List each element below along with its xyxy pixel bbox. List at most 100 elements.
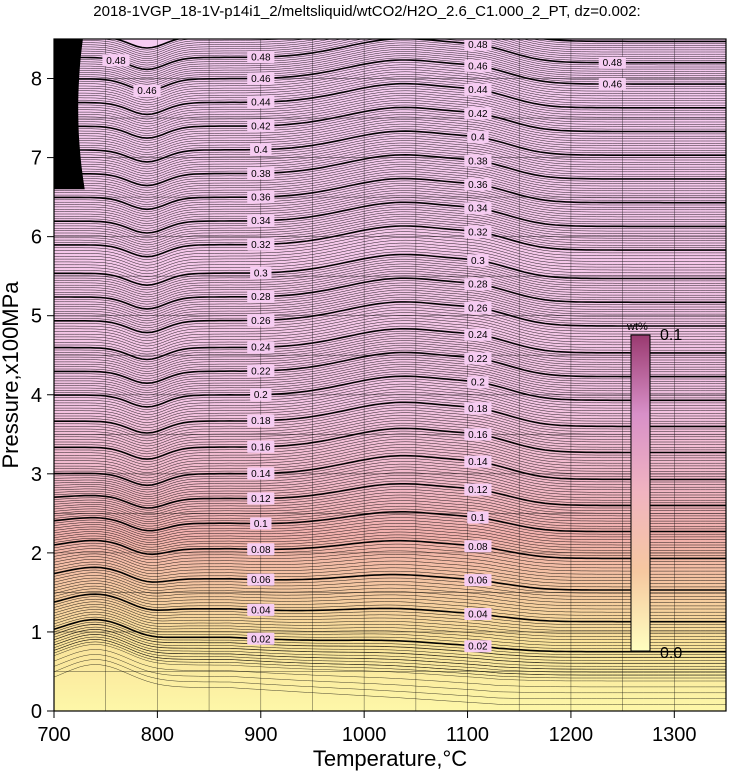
major-contour-line bbox=[54, 82, 726, 116]
minor-contour-line bbox=[54, 128, 726, 160]
minor-contour-line bbox=[54, 486, 726, 511]
minor-contour-line bbox=[54, 280, 726, 312]
minor-contour-line bbox=[54, 391, 726, 423]
x-tick-label: 700 bbox=[37, 724, 70, 746]
minor-contour-line bbox=[54, 537, 726, 556]
minor-contour-line bbox=[54, 282, 726, 314]
contour-label-bg bbox=[467, 254, 489, 267]
contour-label: 0.08 bbox=[468, 542, 488, 553]
minor-contour-line bbox=[54, 489, 726, 513]
contour-label-bg bbox=[247, 167, 275, 180]
minor-contour-line bbox=[54, 422, 726, 455]
minor-contour-line bbox=[54, 609, 726, 640]
minor-contour-line bbox=[54, 309, 726, 341]
contour-label-bg bbox=[247, 573, 275, 586]
minor-contour-line bbox=[54, 425, 726, 457]
minor-contour-line bbox=[54, 223, 726, 255]
contour-label-bg bbox=[467, 131, 489, 144]
contour-label-bg bbox=[247, 543, 275, 556]
plot-area: 0.02 0.02 0.04 0.04 0.06 0.06 0.08 0.08 0.1 0.1 0.… bbox=[53, 38, 727, 712]
minor-contour-line bbox=[54, 213, 726, 246]
y-tick-label: 4 bbox=[31, 385, 42, 407]
minor-contour-line bbox=[54, 389, 726, 421]
minor-contour-line bbox=[54, 173, 726, 205]
minor-contour-line bbox=[54, 251, 726, 283]
minor-contour-line bbox=[54, 39, 726, 64]
minor-contour-line bbox=[54, 383, 726, 416]
minor-contour-line bbox=[54, 378, 726, 410]
minor-contour-line bbox=[54, 323, 726, 355]
contour-label-bg bbox=[464, 178, 492, 191]
x-tick-label: 1300 bbox=[652, 724, 697, 746]
minor-contour-line bbox=[54, 531, 726, 551]
minor-contour-line bbox=[54, 175, 726, 208]
contour-label-bg bbox=[464, 540, 492, 553]
contour-label-bg bbox=[250, 266, 272, 279]
contour-label-bg bbox=[464, 202, 492, 215]
major-contour-line bbox=[54, 511, 726, 533]
minor-contour-line bbox=[54, 100, 726, 132]
minor-contour-line bbox=[54, 641, 726, 679]
minor-contour-line bbox=[54, 604, 726, 634]
minor-contours bbox=[54, 39, 726, 705]
minor-contour-line bbox=[54, 49, 726, 81]
contour-label-bg bbox=[247, 364, 275, 377]
contour-label: 0.16 bbox=[468, 430, 488, 441]
contour-label: 0.28 bbox=[251, 292, 271, 303]
major-contour-line bbox=[54, 427, 726, 460]
contour-label-bg bbox=[247, 314, 275, 327]
contour-label-bg bbox=[467, 511, 489, 524]
major-contour-line bbox=[54, 130, 726, 163]
contour-label: 0.42 bbox=[251, 121, 271, 132]
minor-contour-line bbox=[54, 399, 726, 431]
minor-contour-line bbox=[54, 664, 726, 705]
minor-contour-line bbox=[54, 553, 726, 575]
contour-label: 0.46 bbox=[603, 80, 623, 91]
contour-label-bg bbox=[247, 191, 275, 203]
major-contour-line bbox=[54, 483, 726, 509]
minor-contour-line bbox=[99, 39, 726, 51]
contour-label-bg bbox=[250, 517, 272, 530]
major-contour-line bbox=[54, 253, 726, 287]
contour-label: 0.34 bbox=[251, 216, 271, 227]
minor-contour-line bbox=[54, 206, 726, 239]
minor-contour-line bbox=[54, 415, 726, 447]
major-contour-line bbox=[54, 566, 726, 591]
minor-contour-line bbox=[54, 407, 726, 439]
minor-contour-line bbox=[54, 287, 726, 319]
minor-contour-line bbox=[54, 636, 726, 673]
x-tick-label: 1200 bbox=[549, 724, 594, 746]
contour-label: 0.48 bbox=[251, 53, 271, 64]
contour-label-bg bbox=[464, 640, 492, 653]
major-contour-line bbox=[54, 201, 726, 234]
minor-contour-line bbox=[54, 644, 726, 682]
minor-contour-line bbox=[54, 66, 726, 99]
y-axis-title: Pressure,x100MPa bbox=[0, 281, 23, 469]
minor-contour-line bbox=[54, 152, 726, 184]
contour-label: 0.22 bbox=[251, 366, 271, 377]
minor-contour-line bbox=[54, 216, 726, 248]
contour-label: 0.18 bbox=[251, 416, 271, 427]
minor-contour-line bbox=[54, 231, 726, 263]
contour-label: 0.14 bbox=[251, 469, 271, 480]
y-tick-label: 7 bbox=[31, 148, 42, 170]
minor-contour-line bbox=[54, 480, 726, 506]
contour-label-bg bbox=[247, 414, 275, 427]
contour-label: 0.46 bbox=[137, 86, 157, 97]
contour-label: 0.38 bbox=[468, 156, 488, 167]
major-contour-line bbox=[54, 351, 726, 385]
contour-label: 0.46 bbox=[468, 61, 488, 72]
contour-label-bg bbox=[247, 51, 275, 64]
contour-label-bg bbox=[464, 39, 492, 51]
minor-contour-line bbox=[54, 192, 726, 224]
minor-contour-line bbox=[54, 364, 726, 396]
minor-contour-line bbox=[54, 104, 726, 137]
minor-contour-line bbox=[54, 39, 726, 53]
minor-contour-line bbox=[54, 149, 726, 182]
major-contour-line bbox=[54, 301, 726, 334]
minor-contour-line bbox=[54, 508, 726, 530]
minor-contour-line bbox=[54, 569, 726, 594]
minor-contour-line bbox=[54, 347, 726, 379]
minor-contour-line bbox=[54, 294, 726, 326]
minor-contour-line bbox=[54, 97, 726, 129]
